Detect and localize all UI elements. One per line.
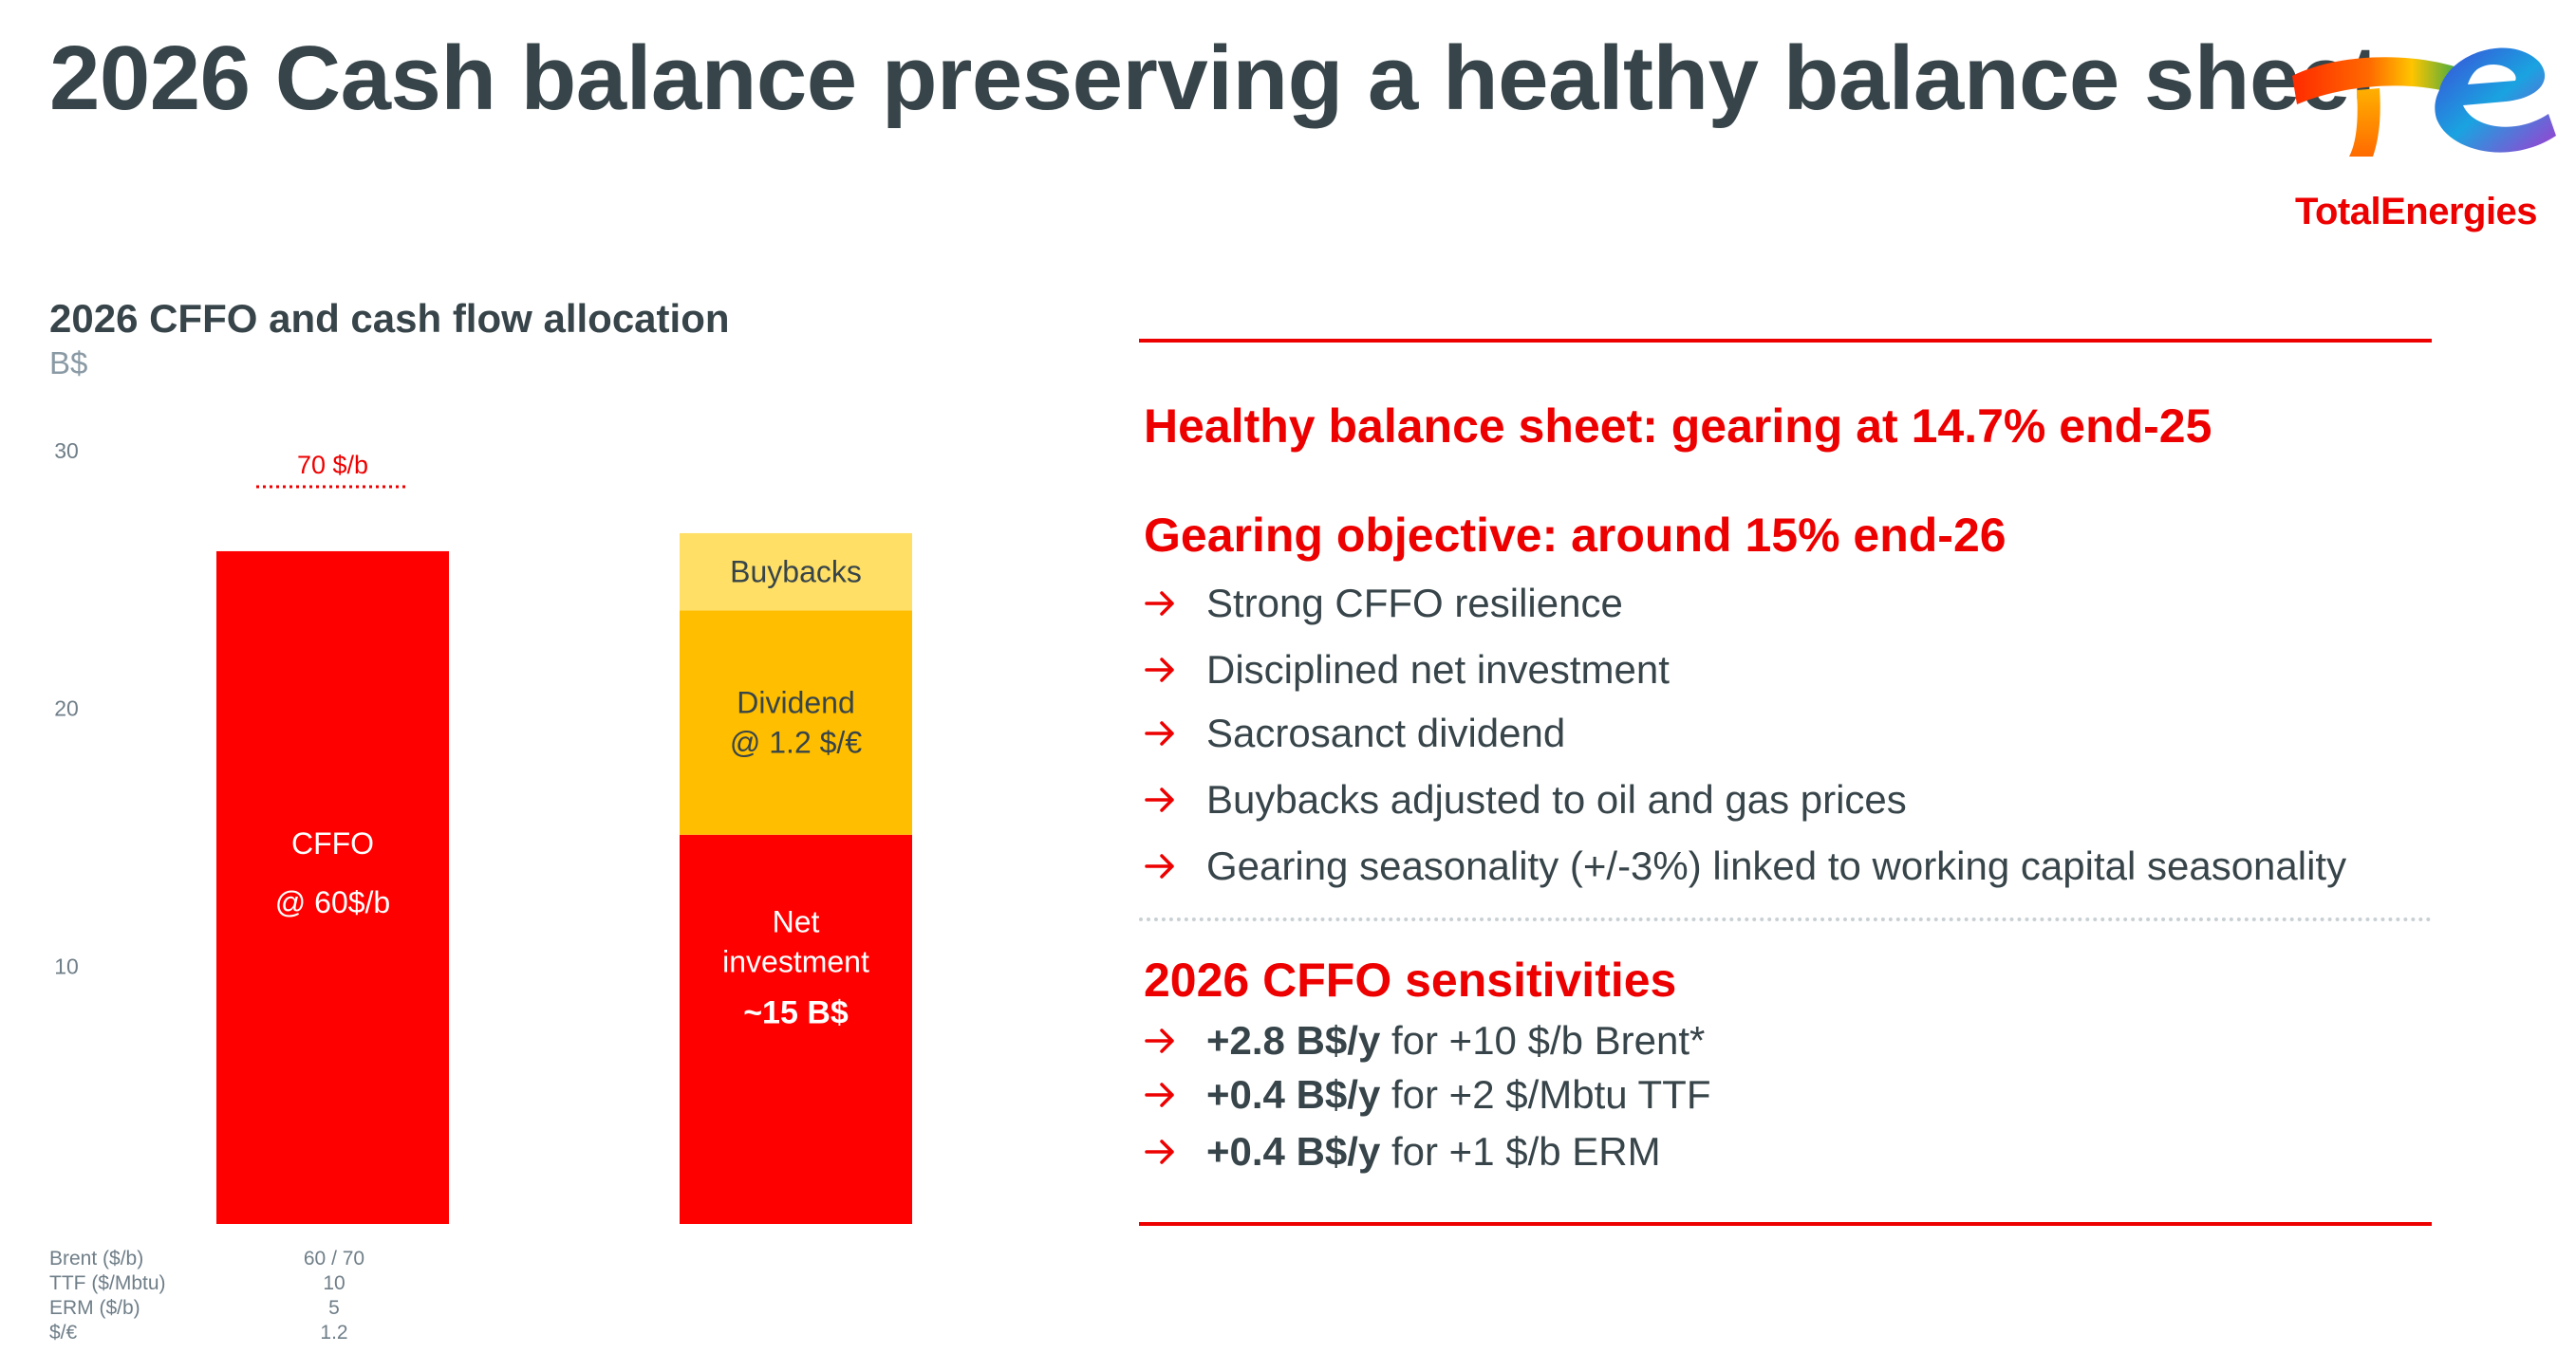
assumption-label: $/€: [49, 1322, 78, 1344]
assumption-label: Brent ($/b): [49, 1248, 144, 1270]
bullet-text: Sacrosanct dividend: [1206, 711, 1566, 755]
bar-cffo: [216, 550, 449, 1224]
assumption-value: 1.2: [320, 1322, 348, 1344]
reference-line-label: 70 $/b: [297, 451, 368, 479]
arrow-right-icon: [1145, 788, 1174, 812]
assumption-value: 60 / 70: [303, 1248, 365, 1270]
sensitivity-driver: for +10 $/b Brent*: [1391, 1018, 1706, 1063]
sensitivity-value: +0.4 B$/y: [1206, 1129, 1381, 1174]
dotted-divider: [1139, 917, 2432, 921]
sensitivity-text: +0.4 B$/y for +1 $/b ERM: [1206, 1129, 1661, 1175]
bullet-text: Gearing seasonality (+/-3%) linked to wo…: [1206, 843, 2347, 888]
assumption-label: TTF ($/Mbtu): [49, 1272, 166, 1294]
bar-label-dividend: Dividend: [737, 686, 855, 720]
chart-title: 2026 CFFO and cash flow allocation: [49, 296, 730, 341]
assumption-row: TTF ($/Mbtu) 10: [49, 1272, 429, 1297]
sensitivity-driver: for +2 $/Mbtu TTF: [1391, 1072, 1711, 1117]
heading-sensitivities: 2026 CFFO sensitivities: [1144, 954, 1677, 1007]
arrow-right-icon: [1145, 1140, 1174, 1164]
bullet-text: Disciplined net investment: [1206, 647, 1670, 692]
logo-mark-icon: [2292, 47, 2556, 157]
assumption-label: ERM ($/b): [49, 1297, 140, 1319]
bar-label-buybacks: Buybacks: [730, 555, 862, 589]
company-logo: TotalEnergies: [2283, 24, 2567, 232]
bar-label-net-investment: ~15 B$: [743, 994, 849, 1030]
bar-label-cffo: @ 60$/b: [275, 885, 390, 919]
bar-net-investment: [680, 834, 912, 1224]
heading-gearing-objective: Gearing objective: around 15% end-26: [1144, 509, 2007, 562]
sensitivity-text: +2.8 B$/y for +10 $/b Brent*: [1206, 1018, 1705, 1064]
bar-label-cffo: CFFO: [291, 826, 374, 861]
arrow-right-icon: [1145, 591, 1174, 616]
arrow-right-icon: [1145, 1029, 1174, 1053]
assumption-value: 5: [328, 1297, 340, 1319]
y-tick-label: 10: [54, 954, 79, 978]
sensitivity-text: +0.4 B$/y for +2 $/Mbtu TTF: [1206, 1072, 1711, 1118]
y-tick-label: 30: [54, 438, 79, 463]
assumption-row: $/€ 1.2: [49, 1322, 429, 1346]
logo-text: TotalEnergies: [2295, 191, 2538, 232]
bar-label-net-investment: investment: [722, 944, 869, 978]
bottom-divider: [1139, 1222, 2432, 1226]
price-assumptions: Brent ($/b) 60 / 70 TTF ($/Mbtu) 10 ERM ($/b…: [49, 1248, 429, 1346]
bar-label-net-investment: Net: [773, 904, 820, 938]
bar-buybacks: [680, 532, 912, 611]
assumption-value: 10: [323, 1272, 345, 1294]
y-tick-label: 20: [54, 696, 79, 721]
arrow-right-icon: [1145, 1083, 1174, 1107]
arrow-right-icon: [1145, 658, 1174, 682]
cash-flow-chart: 10 20 30 CFFO @ 60$/b Net investment ~15 B$ Divi…: [54, 438, 912, 1224]
arrow-right-icon: [1145, 854, 1174, 879]
top-divider: [1139, 339, 2432, 343]
bar-dividend: [680, 610, 912, 835]
bar-label-dividend: @ 1.2 $/€: [730, 726, 862, 760]
sensitivity-value: +2.8 B$/y: [1206, 1018, 1381, 1063]
bullet-text: Buybacks adjusted to oil and gas prices: [1206, 777, 1907, 822]
assumption-row: ERM ($/b) 5: [49, 1297, 429, 1322]
sensitivity-value: +0.4 B$/y: [1206, 1072, 1381, 1117]
page-title: 2026 Cash balance preserving a healthy b…: [49, 28, 2380, 129]
assumption-row: Brent ($/b) 60 / 70: [49, 1248, 429, 1272]
chart-unit-label: B$: [49, 345, 88, 380]
heading-balance-sheet: Healthy balance sheet: gearing at 14.7% …: [1144, 399, 2212, 453]
sensitivity-driver: for +1 $/b ERM: [1391, 1129, 1661, 1174]
bullet-text: Strong CFFO resilience: [1206, 581, 1623, 625]
arrow-right-icon: [1145, 721, 1174, 746]
